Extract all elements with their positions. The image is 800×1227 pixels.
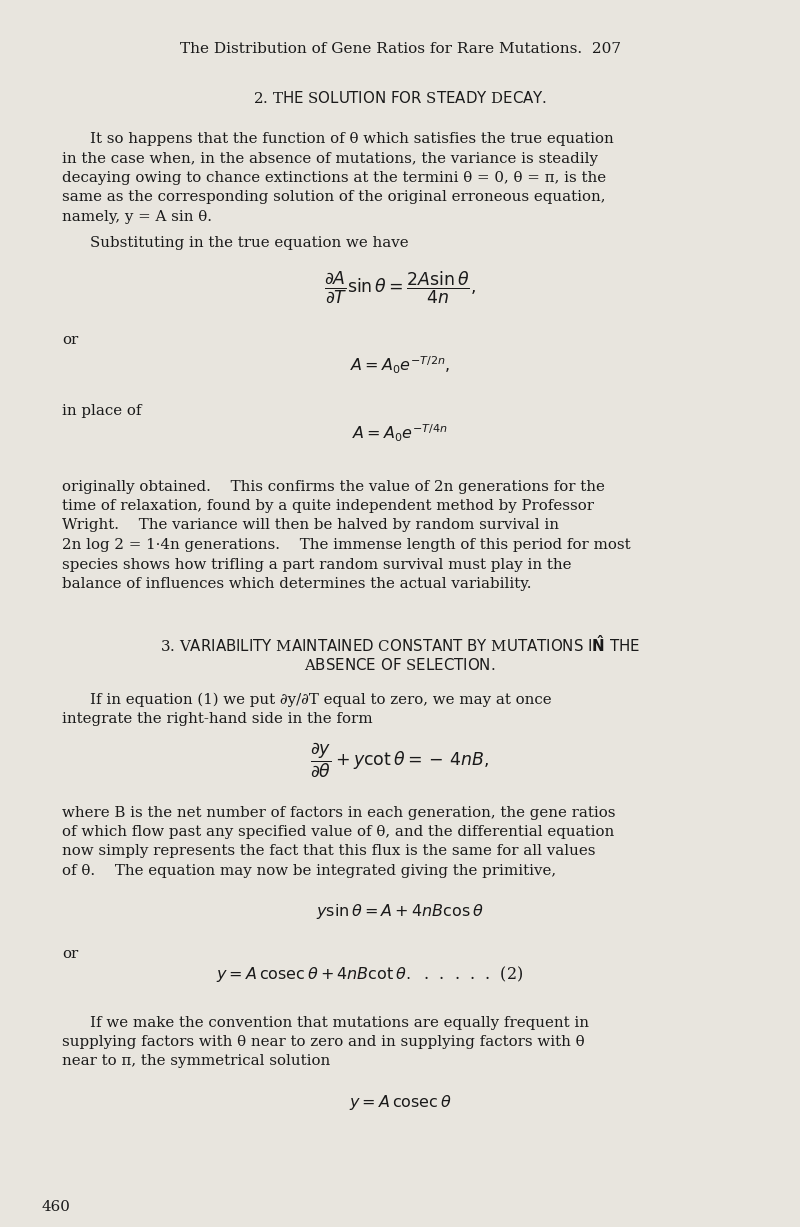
Text: 3. V$\sf{ARIABILITY}$ M$\sf{AINTAINED}$ C$\sf{ONSTANT\ BY}$ M$\sf{UTATIONS\ I}\m: 3. V$\sf{ARIABILITY}$ M$\sf{AINTAINED}$ … bbox=[160, 634, 640, 655]
Text: 460: 460 bbox=[42, 1200, 71, 1214]
Text: time of relaxation, found by a quite independent method by Professor: time of relaxation, found by a quite ind… bbox=[62, 499, 594, 513]
Text: $y = A\,\mathrm{cosec}\,\theta + 4nB\cot\theta.$  .  .  .  .  .  (2): $y = A\,\mathrm{cosec}\,\theta + 4nB\cot… bbox=[216, 963, 524, 984]
Text: species shows how trifling a part random survival must play in the: species shows how trifling a part random… bbox=[62, 557, 571, 572]
Text: $y = A\,\mathrm{cosec}\,\theta$: $y = A\,\mathrm{cosec}\,\theta$ bbox=[349, 1092, 451, 1112]
Text: If in equation (1) we put ∂y/∂T equal to zero, we may at once: If in equation (1) we put ∂y/∂T equal to… bbox=[90, 692, 552, 707]
Text: $\dfrac{\partial y}{\partial\theta} + y\cot\theta = -\,4nB,$: $\dfrac{\partial y}{\partial\theta} + y\… bbox=[310, 740, 490, 779]
Text: where B is the net number of factors in each generation, the gene ratios: where B is the net number of factors in … bbox=[62, 805, 615, 820]
Text: $y\sin\theta = A + 4nB\cos\theta$: $y\sin\theta = A + 4nB\cos\theta$ bbox=[316, 902, 484, 921]
Text: same as the corresponding solution of the original erroneous equation,: same as the corresponding solution of th… bbox=[62, 190, 606, 205]
Text: If we make the convention that mutations are equally frequent in: If we make the convention that mutations… bbox=[90, 1016, 589, 1029]
Text: 2. T$\sf{HE}$ S$\sf{OLUTION\ FOR}$ S$\sf{TEADY}$ D$\sf{ECAY}$.: 2. T$\sf{HE}$ S$\sf{OLUTION\ FOR}$ S$\sf… bbox=[253, 90, 547, 106]
Text: now simply represents the fact that this flux is the same for all values: now simply represents the fact that this… bbox=[62, 844, 595, 859]
Text: It so happens that the function of θ which satisfies the true equation: It so happens that the function of θ whi… bbox=[90, 133, 614, 146]
Text: or: or bbox=[62, 947, 78, 962]
Text: $\dfrac{\partial A}{\partial T}\sin\theta = \dfrac{2A\sin\theta}{4n},$: $\dfrac{\partial A}{\partial T}\sin\thet… bbox=[324, 270, 476, 306]
Text: $A = A_0 e^{-T/2n},$: $A = A_0 e^{-T/2n},$ bbox=[350, 355, 450, 377]
Text: originally obtained.  This confirms the value of 2n generations for the: originally obtained. This confirms the v… bbox=[62, 480, 605, 493]
Text: balance of influences which determines the actual variability.: balance of influences which determines t… bbox=[62, 577, 531, 591]
Text: 2n log 2 = 1·4n generations.  The immense length of this period for most: 2n log 2 = 1·4n generations. The immense… bbox=[62, 537, 630, 552]
Text: in place of: in place of bbox=[62, 404, 142, 417]
Text: in the case when, in the absence of mutations, the variance is steadily: in the case when, in the absence of muta… bbox=[62, 151, 598, 166]
Text: A$\sf{BSENCE\ OF}$ S$\sf{ELECTION}$.: A$\sf{BSENCE\ OF}$ S$\sf{ELECTION}$. bbox=[304, 656, 496, 672]
Text: Wright.  The variance will then be halved by random survival in: Wright. The variance will then be halved… bbox=[62, 519, 559, 533]
Text: supplying factors with θ near to zero and in supplying factors with θ: supplying factors with θ near to zero an… bbox=[62, 1036, 585, 1049]
Text: $A = A_0 e^{-T/4n}$: $A = A_0 e^{-T/4n}$ bbox=[352, 423, 448, 444]
Text: Substituting in the true equation we have: Substituting in the true equation we hav… bbox=[90, 236, 409, 249]
Text: or: or bbox=[62, 334, 78, 347]
Text: of θ.  The equation may now be integrated giving the primitive,: of θ. The equation may now be integrated… bbox=[62, 864, 556, 879]
Text: near to π, the symmetrical solution: near to π, the symmetrical solution bbox=[62, 1054, 330, 1069]
Text: namely, y = A sin θ.: namely, y = A sin θ. bbox=[62, 210, 212, 225]
Text: decaying owing to chance extinctions at the termini θ = 0, θ = π, is the: decaying owing to chance extinctions at … bbox=[62, 171, 606, 185]
Text: integrate the right-hand side in the form: integrate the right-hand side in the for… bbox=[62, 712, 373, 726]
Text: of which flow past any specified value of θ, and the differential equation: of which flow past any specified value o… bbox=[62, 825, 614, 839]
Text: The Distribution of Gene Ratios for Rare Mutations.  207: The Distribution of Gene Ratios for Rare… bbox=[179, 42, 621, 56]
